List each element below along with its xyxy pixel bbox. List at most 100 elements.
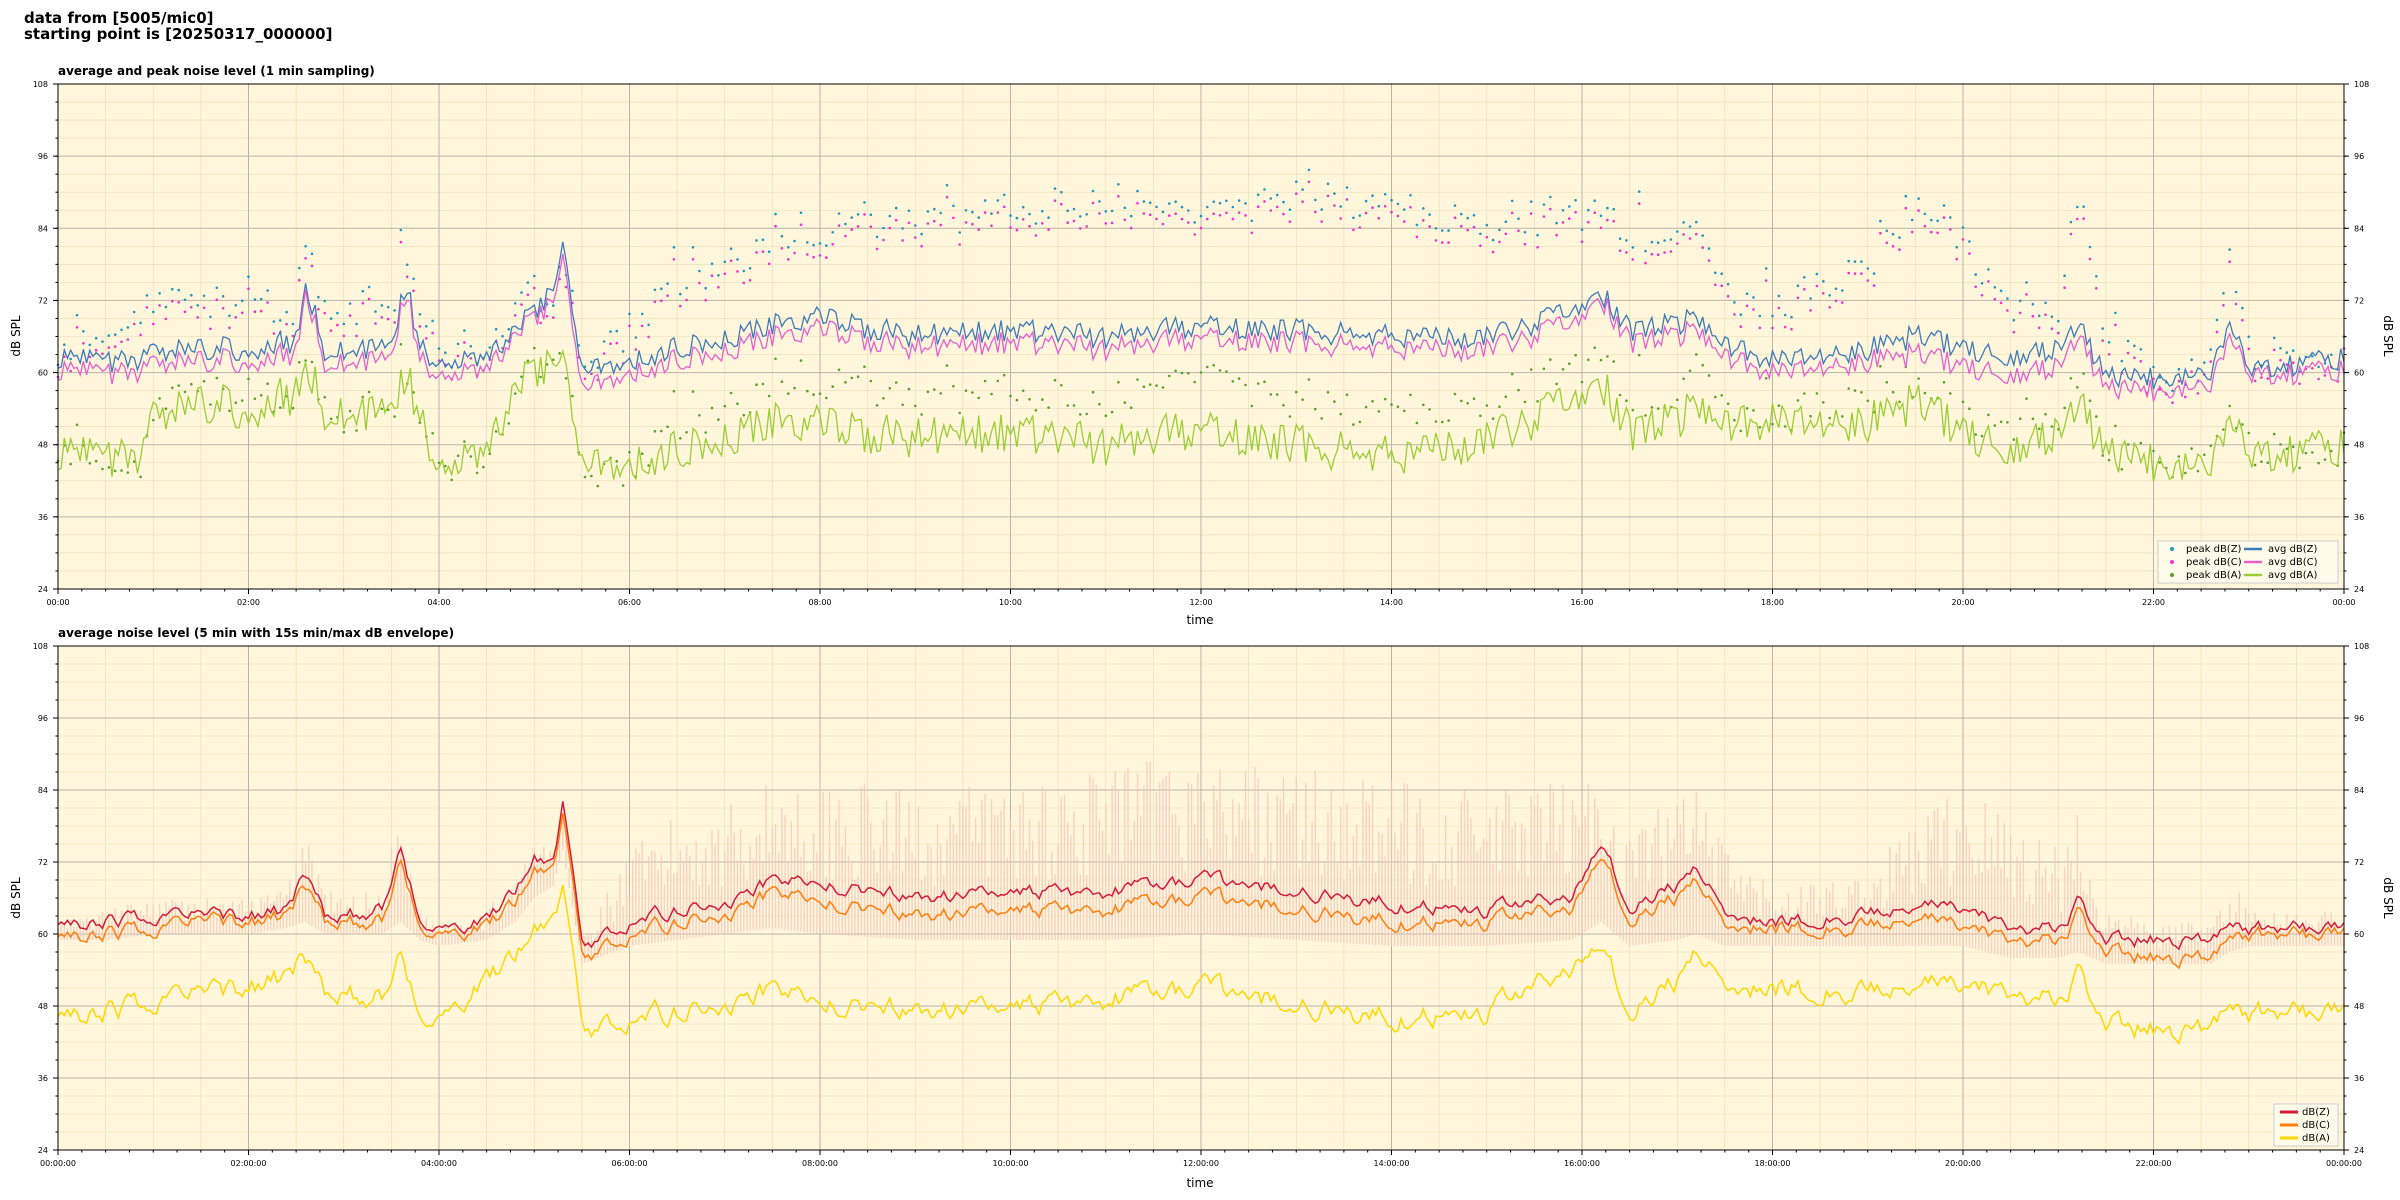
peak-z-point	[1256, 193, 1260, 196]
peak-z-point	[1098, 200, 1101, 203]
peak-z-point	[1771, 314, 1774, 318]
peak-a-point	[412, 391, 415, 394]
peak-a-point	[329, 417, 333, 421]
peak-c-point	[2082, 217, 2085, 220]
peak-a-point	[844, 381, 847, 384]
peak-c-point	[933, 219, 936, 223]
peak-a-point	[806, 389, 809, 393]
peak-a-point	[1244, 383, 1247, 387]
peak-z-point	[2037, 314, 2041, 318]
peak-c-point	[914, 236, 917, 239]
peak-z-point	[1517, 217, 1520, 220]
peak-z-point	[1231, 205, 1235, 209]
peak-c-point	[1695, 232, 1698, 236]
peak-a-point	[75, 423, 79, 427]
peak-a-point	[1714, 395, 1717, 399]
peak-z-point	[1739, 313, 1743, 317]
peak-c-point	[1720, 284, 1723, 288]
peak-a-point	[2330, 449, 2333, 453]
peak-a-point	[888, 387, 892, 390]
peak-z-point	[1720, 272, 1723, 276]
peak-a-point	[996, 379, 1000, 383]
peak-z-point	[304, 245, 307, 248]
peak-c-point	[82, 342, 85, 345]
peak-a-point	[1815, 392, 1819, 395]
peak-z-point	[1142, 200, 1146, 203]
peak-a-point	[1701, 363, 1704, 367]
peak-c-point	[209, 327, 212, 331]
peak-z-point	[1034, 222, 1038, 225]
peak-c-point	[945, 195, 949, 199]
y-tick-label: 48	[38, 1002, 48, 1011]
peak-a-point	[304, 359, 307, 362]
peak-a-point	[1174, 369, 1177, 373]
peak-a-point	[1803, 392, 1806, 395]
peak-z-point	[1466, 216, 1469, 220]
y-tick-label: 48	[38, 441, 48, 450]
peak-c-point	[952, 216, 955, 220]
peak-z-point	[202, 294, 206, 298]
peak-a-point	[1491, 417, 1495, 421]
peak-z-point	[1650, 240, 1654, 244]
peak-c-point	[2317, 377, 2320, 381]
peak-z-point	[1561, 209, 1565, 212]
peak-z-point	[1968, 240, 1971, 243]
peak-c-point	[590, 372, 593, 376]
peak-c-point	[164, 317, 168, 321]
peak-c-point	[158, 304, 161, 307]
peak-z-point	[1917, 197, 1920, 200]
peak-z-point	[1815, 272, 1819, 276]
peak-z-point	[152, 310, 155, 314]
peak-a-point	[729, 391, 733, 395]
peak-z-point	[355, 322, 358, 326]
peak-z-point	[1637, 190, 1641, 193]
peak-c-point	[1726, 294, 1730, 298]
peak-a-point	[1504, 395, 1508, 399]
peak-z-point	[1053, 187, 1057, 190]
peak-z-point	[1656, 241, 1660, 244]
peak-c-point	[539, 321, 542, 325]
peak-a-point	[621, 484, 625, 487]
x-tick-label: 06:00:00	[612, 1159, 648, 1168]
peak-a-point	[2063, 406, 2066, 410]
peak-a-point	[1161, 386, 1165, 389]
peak-c-point	[533, 286, 536, 290]
legend-marker-peak-z	[2170, 547, 2174, 551]
peak-z-point	[894, 206, 898, 210]
peak-c-point	[1714, 283, 1717, 287]
peak-a-point	[418, 421, 422, 424]
peak-z-point	[1606, 206, 1609, 210]
peak-z-point	[723, 260, 727, 264]
peak-z-point	[882, 226, 885, 230]
peak-c-point	[1377, 216, 1381, 220]
y-axis-label-top-right: dB SPL	[2381, 315, 2395, 357]
peak-z-point	[901, 227, 904, 230]
peak-z-point	[266, 289, 269, 292]
peak-c-point	[2044, 313, 2047, 317]
peak-z-point	[1015, 216, 1019, 220]
peak-a-point	[1320, 417, 1323, 420]
peak-c-point	[1002, 205, 1006, 209]
peak-c-point	[1066, 221, 1069, 224]
peak-z-point	[2291, 349, 2295, 352]
peak-z-point	[132, 310, 136, 314]
peak-c-point	[171, 299, 174, 303]
peak-c-point	[691, 258, 695, 261]
peak-a-point	[1828, 416, 1831, 420]
y-tick-label: 60	[38, 930, 48, 939]
peak-c-point	[1193, 233, 1196, 236]
peak-a-point	[1682, 377, 1685, 381]
peak-a-point	[2158, 461, 2162, 464]
peak-z-point	[507, 327, 511, 331]
peak-a-point	[1364, 405, 1368, 409]
peak-z-point	[748, 267, 752, 270]
peak-z-point	[1041, 209, 1044, 213]
peak-a-point	[2247, 431, 2251, 435]
peak-a-point	[539, 375, 542, 379]
peak-z-point	[1460, 212, 1463, 216]
peak-a-point	[1066, 404, 1069, 407]
peak-z-point	[755, 239, 758, 242]
peak-z-point	[1295, 180, 1298, 183]
peak-a-point	[2082, 372, 2085, 375]
peak-c-point	[2285, 363, 2289, 366]
